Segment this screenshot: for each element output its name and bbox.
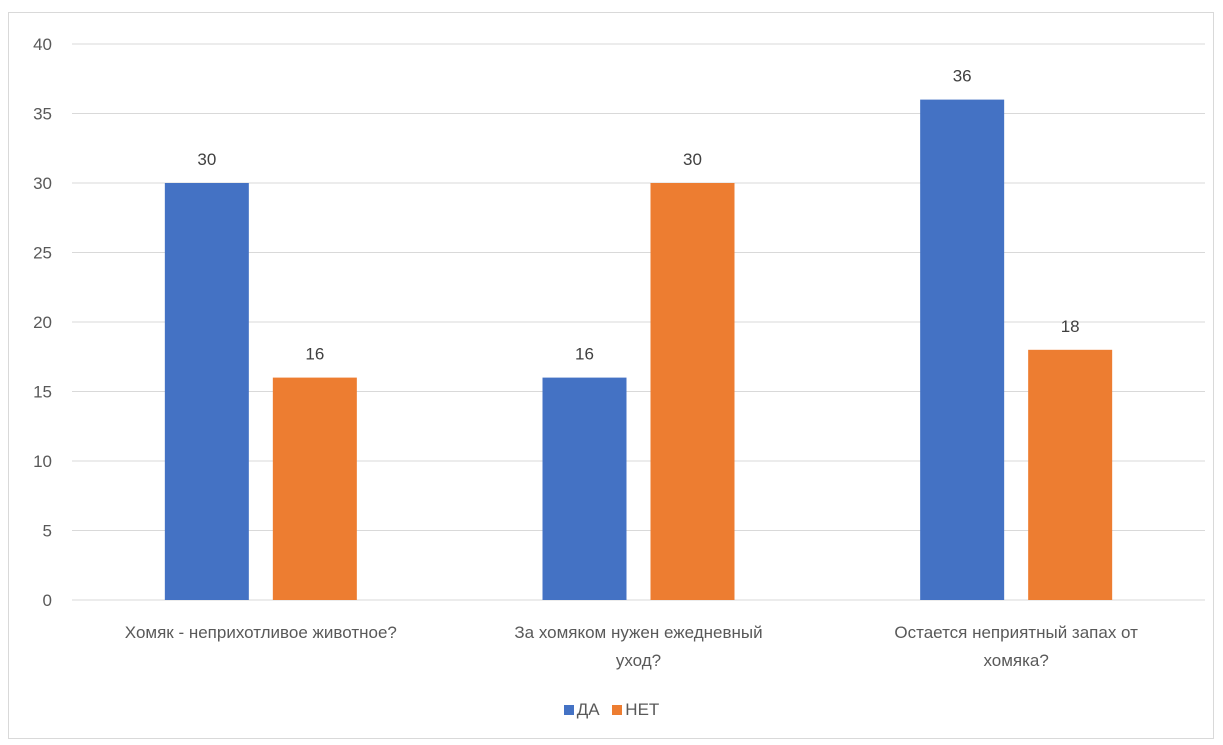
data-label: 16 — [575, 345, 594, 364]
category-label: Остается неприятный запах от — [894, 623, 1138, 642]
data-labels: 30 16 16 30 36 18 — [197, 67, 1079, 364]
bar-chart: 0 5 10 15 20 25 30 35 40 30 16 16 30 36 18 Хомяк - не… — [33, 35, 1205, 670]
bar — [650, 183, 735, 600]
legend-item-net: НЕТ — [612, 700, 659, 720]
y-tick-label: 25 — [33, 244, 52, 263]
y-tick-label: 35 — [33, 105, 52, 124]
category-label: За хомяком нужен ежедневный — [514, 623, 762, 642]
data-label: 18 — [1061, 317, 1080, 336]
category-label: уход? — [616, 651, 661, 670]
bar — [920, 99, 1005, 600]
gridlines — [72, 43, 1205, 601]
legend-swatch-da — [563, 705, 574, 715]
category-label: хомяка? — [983, 651, 1048, 670]
legend-item-da: ДА — [563, 700, 600, 720]
y-tick-label: 0 — [43, 591, 52, 610]
legend: ДА НЕТ — [0, 700, 1223, 720]
y-tick-label: 15 — [33, 383, 52, 402]
y-tick-label: 20 — [33, 313, 52, 332]
legend-swatch-net — [612, 705, 623, 715]
bar — [1028, 349, 1113, 600]
category-label: Хомяк - неприхотливое животное? — [125, 623, 397, 642]
data-label: 30 — [683, 150, 702, 169]
y-axis-ticks: 0 5 10 15 20 25 30 35 40 — [33, 35, 52, 610]
data-label: 16 — [305, 345, 324, 364]
data-label: 36 — [953, 67, 972, 86]
legend-label-net: НЕТ — [625, 700, 660, 719]
bar — [164, 183, 249, 600]
legend-label-da: ДА — [576, 700, 600, 719]
y-tick-label: 40 — [33, 35, 52, 54]
bars — [164, 99, 1113, 600]
bar — [272, 377, 357, 600]
data-label: 30 — [197, 150, 216, 169]
y-tick-label: 10 — [33, 452, 52, 471]
y-tick-label: 5 — [43, 522, 52, 541]
category-labels: Хомяк - неприхотливое животное? За хомяко… — [125, 623, 1138, 670]
bar — [542, 377, 627, 600]
y-tick-label: 30 — [33, 174, 52, 193]
